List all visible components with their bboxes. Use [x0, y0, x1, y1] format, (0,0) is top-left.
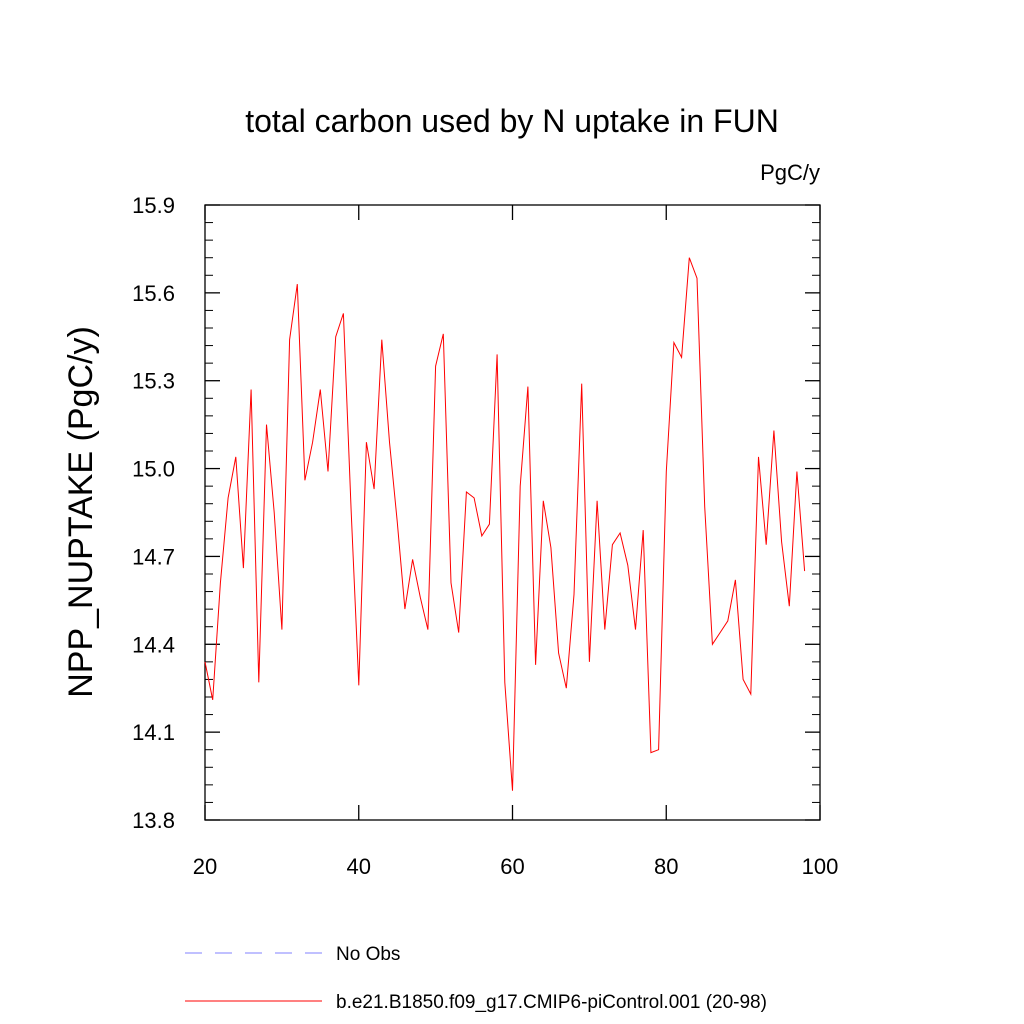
- y-tick-label: 14.7: [132, 544, 175, 569]
- y-tick-label: 15.9: [132, 193, 175, 218]
- series-layer: [204, 257, 806, 791]
- x-tick-label: 80: [654, 854, 678, 879]
- legend-label-no-obs: No Obs: [336, 944, 400, 965]
- plot-frame: [204, 204, 821, 821]
- x-tick-label: 20: [193, 854, 217, 879]
- y-tick-label: 14.1: [132, 720, 175, 745]
- x-tick-label: 100: [802, 854, 839, 879]
- series-line-0: [204, 257, 806, 791]
- legend: No Obs b.e21.B1850.f09_g17.CMIP6-piContr…: [185, 944, 767, 1013]
- y-axis-label: NPP_NUPTAKE (PgC/y): [62, 326, 100, 698]
- x-tick-label: 40: [347, 854, 371, 879]
- chart-title: total carbon used by N uptake in FUN: [245, 103, 779, 139]
- y-tick-label: 15.3: [132, 369, 175, 394]
- y-tick-label: 15.6: [132, 281, 175, 306]
- y-tick-label: 15.0: [132, 457, 175, 482]
- units-label: PgC/y: [760, 160, 820, 185]
- legend-label-control: b.e21.B1850.f09_g17.CMIP6-piControl.001 …: [336, 992, 767, 1013]
- x-tick-label: 60: [500, 854, 524, 879]
- axis-ticks: 20 40 60 80 100 13.8 14.1 14.4 14.7 15.0 15.3 15.6 1…: [132, 193, 838, 879]
- y-tick-label: 13.8: [132, 808, 175, 833]
- y-tick-label: 14.4: [132, 632, 175, 657]
